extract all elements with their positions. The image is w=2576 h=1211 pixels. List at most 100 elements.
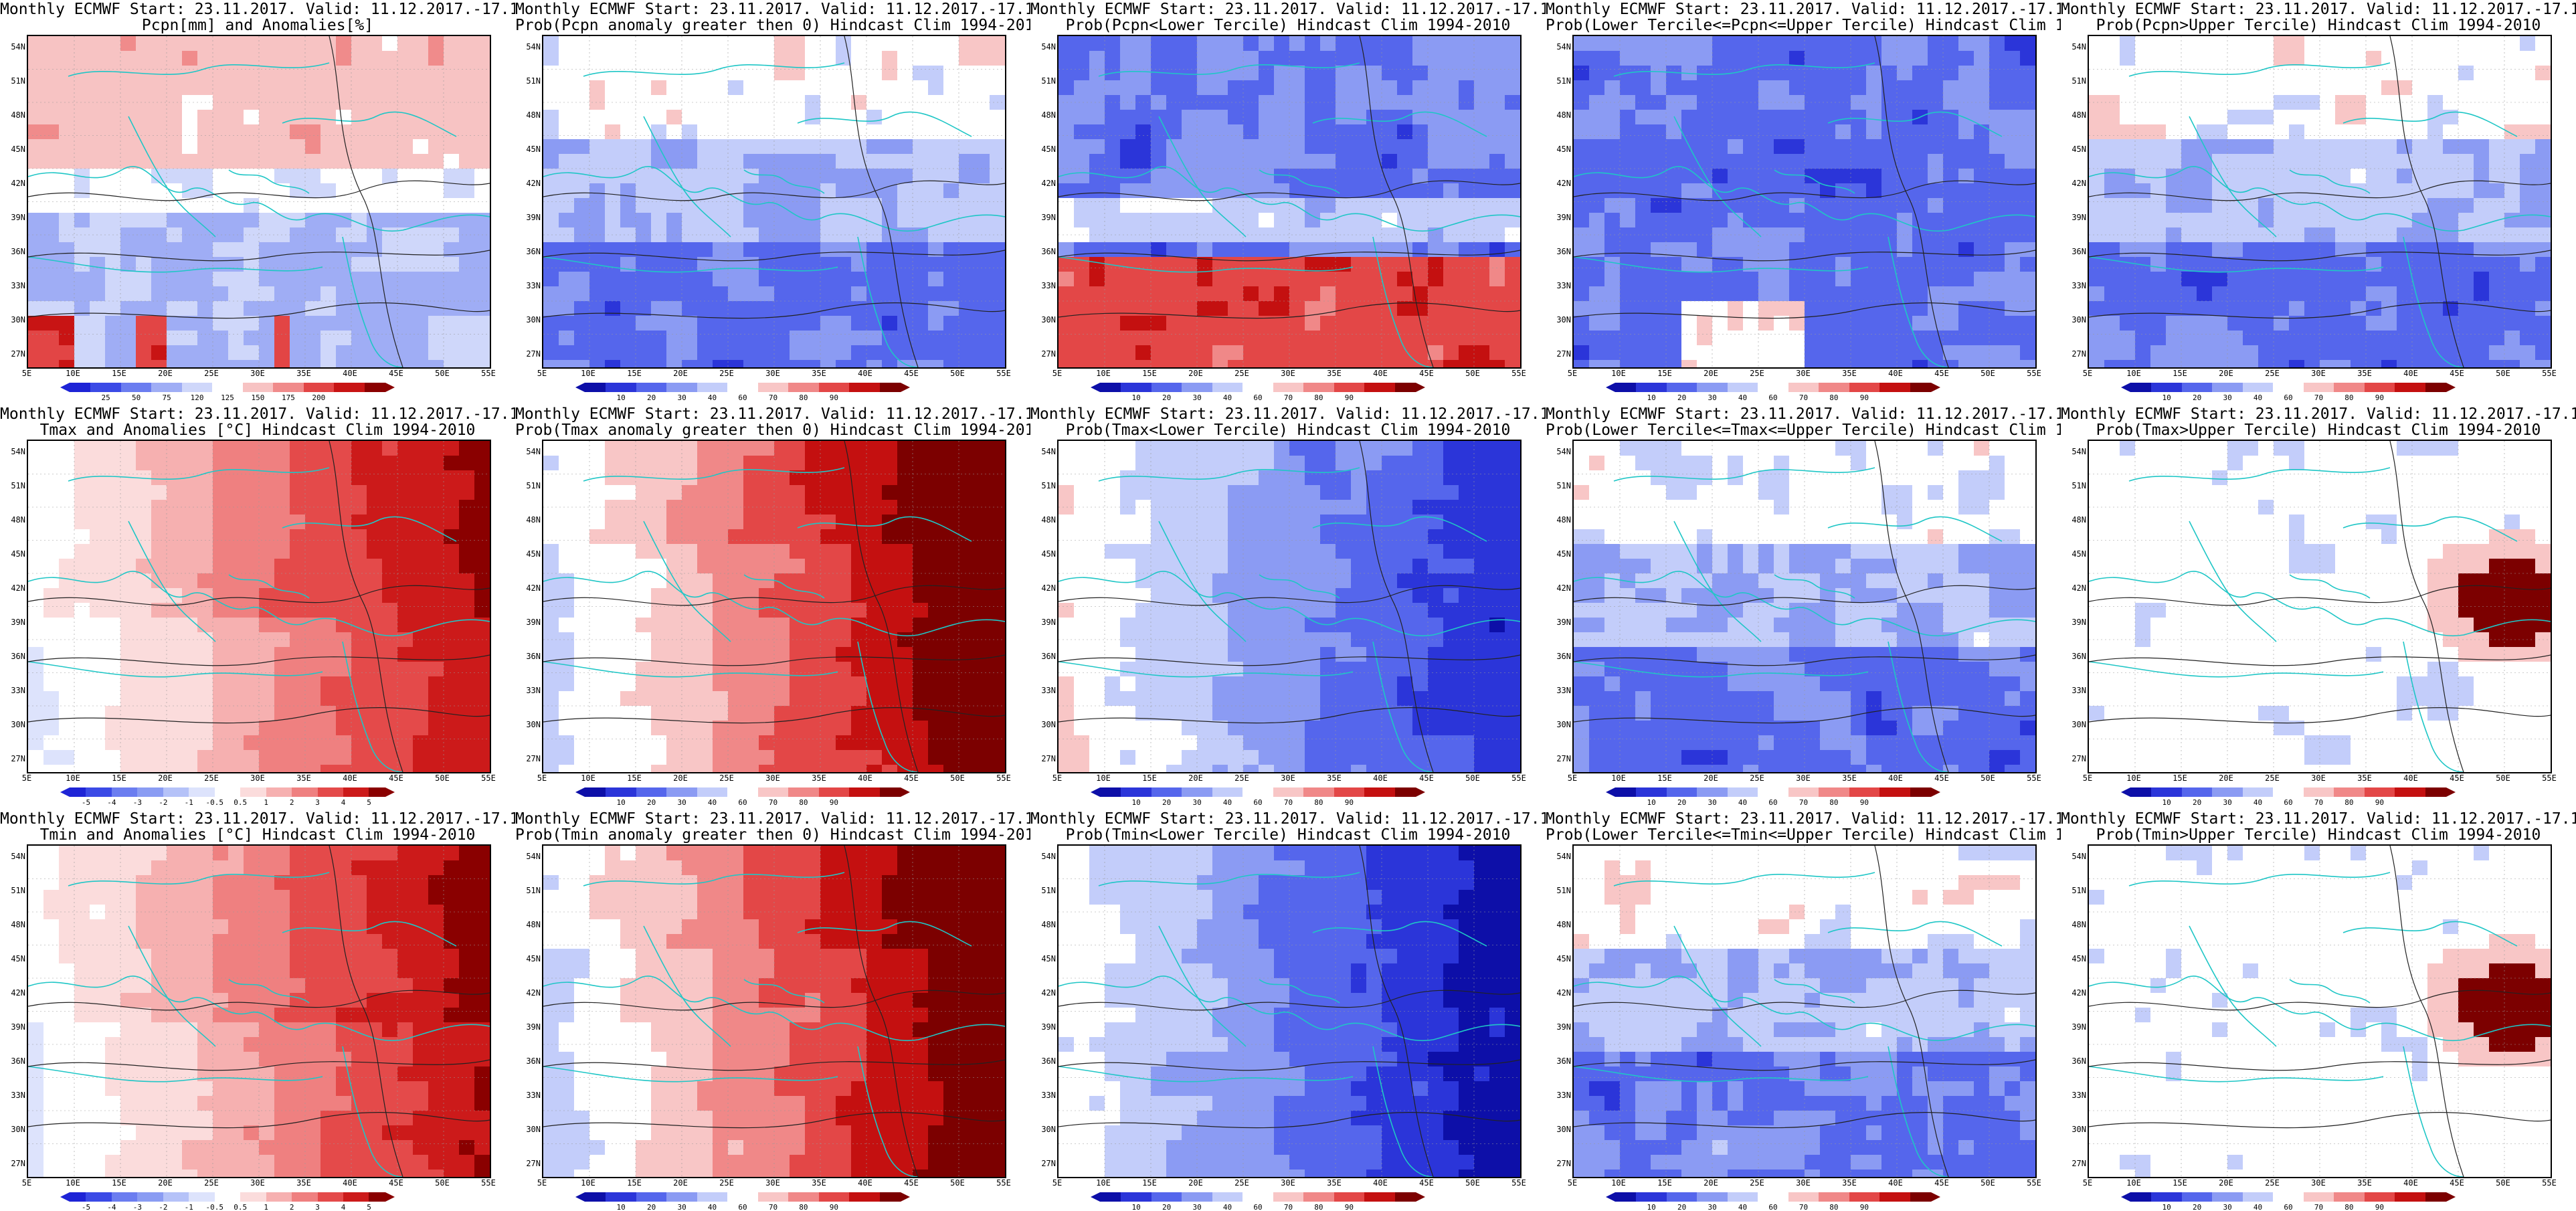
field-cell [1351,272,1367,287]
field-cell [1712,272,1728,287]
field-cell [382,485,398,500]
field-cell [805,169,821,184]
field-cell [305,316,321,331]
field-cell [351,360,367,367]
field-cell [444,662,460,677]
field-cell [1866,169,1882,184]
field-cell [1989,80,2005,96]
field-cell [43,676,60,692]
colorbar-min-arrow [60,383,70,392]
field-cell [2489,51,2505,66]
field-cell [790,36,806,52]
field-cell [444,765,460,772]
field-cell [167,110,183,125]
field-cell [2335,124,2351,140]
field-cell [59,154,75,169]
field-cell [866,456,883,471]
field-cell [1897,124,1913,140]
field-cell [74,183,90,199]
field-cell [1166,242,1182,258]
field-cell [459,750,475,765]
field-cell [605,470,621,486]
field-cell [305,515,321,530]
field-cell [743,331,759,346]
field-cell [1135,36,1152,52]
field-cell [636,36,652,52]
field-cell [774,51,790,66]
field-cell [2289,124,2305,140]
field-cell [459,588,475,603]
field-cell [559,529,575,545]
lon-tick-label: 55E [481,773,496,783]
field-cell [1059,301,1075,316]
field-cell [728,213,744,228]
field-cell [459,676,475,692]
panel-title-line2: Prob(Pcpn anomaly greater then 0) Hindca… [515,17,1030,33]
field-cell [836,470,852,486]
field-cell [1151,331,1167,346]
field-cell [1397,331,1413,346]
field-cell [444,124,460,140]
field-cell [274,139,290,155]
field-cell [1881,286,1898,302]
field-cell [136,721,152,736]
field-cell [620,80,636,96]
field-cell [1712,286,1728,302]
field-cell [1635,301,1651,316]
field-cell [182,331,198,346]
field-cell [974,456,990,471]
field-cell [2150,51,2167,66]
field-cell [2197,198,2213,213]
field-cell [397,272,413,287]
field-cell [2366,80,2382,96]
field-cell [1443,286,1459,302]
field-cell [382,632,398,648]
field-cell [1758,124,1774,140]
field-cell [444,573,460,589]
field-cell [105,691,121,707]
colorbar-swatch [1182,383,1212,392]
field-cell [459,154,475,169]
field-cell [336,36,352,52]
field-cell [1835,36,1851,52]
field-cell [2197,316,2213,331]
field-cell [305,647,321,662]
field-cell [2181,227,2197,243]
field-cell [244,331,260,346]
field-cell [697,500,713,515]
field-cell [1397,80,1413,96]
field-cell [1712,227,1728,243]
field-cell [1505,257,1520,272]
field-cell [1835,242,1851,258]
colorbar-swatch [304,383,334,392]
field-cell [213,588,229,603]
field-cell [559,559,575,574]
lon-tick-label: 35E [812,369,826,378]
field-cell [2304,227,2320,243]
field-cell [1320,36,1336,52]
field-cell [882,485,898,500]
field-cell [897,485,913,500]
field-cell [2135,51,2151,66]
lon-tick-label: 15E [112,773,126,783]
field-cell [43,544,60,559]
colorbar-label: -2 [159,798,167,806]
field-cell [274,632,290,648]
field-cell [90,529,106,545]
field-cell [290,110,306,125]
field-cell [713,272,729,287]
field-cell [589,51,606,66]
field-cell [620,515,636,530]
field-cell [713,301,729,316]
field-cell [2258,36,2274,52]
field-cell [1397,345,1413,361]
field-cell [43,691,60,707]
field-cell [397,242,413,258]
field-cell [1489,51,1505,66]
field-cell [413,765,429,772]
field-cell [759,95,775,110]
field-cell [2443,95,2459,110]
field-cell [213,139,229,155]
field-cell [397,456,413,471]
field-cell [244,286,260,302]
